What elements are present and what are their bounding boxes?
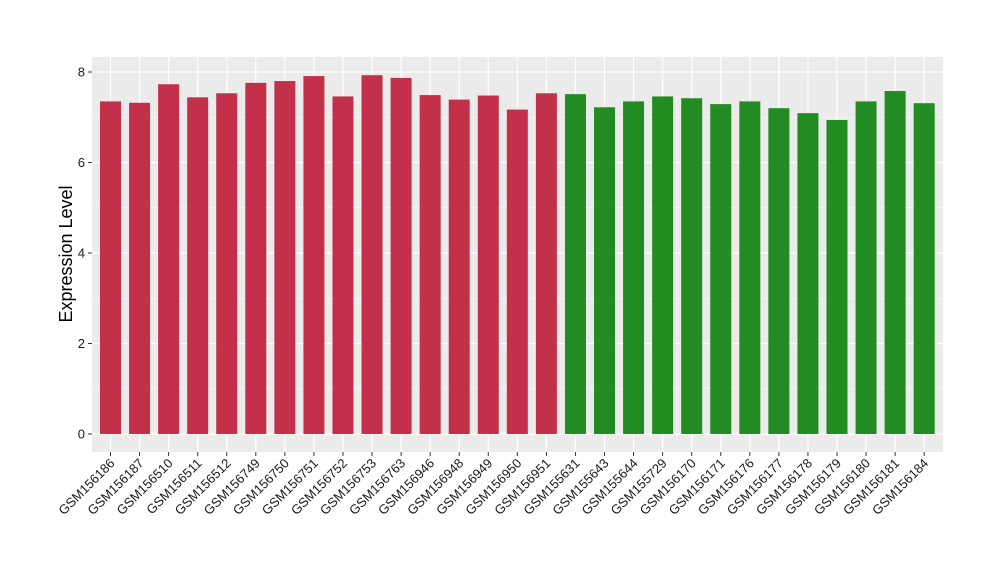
- bar-gsm156512: [216, 93, 238, 434]
- bar-gsm156510: [158, 84, 180, 434]
- bar-gsm156946: [419, 95, 441, 434]
- bars: [100, 75, 935, 435]
- bar-gsm156752: [332, 96, 354, 434]
- bar-gsm156749: [245, 82, 267, 435]
- bar-gsm156179: [826, 119, 848, 434]
- bar-gsm155644: [623, 101, 645, 434]
- bar-gsm156170: [681, 98, 703, 435]
- bar-gsm156181: [884, 91, 906, 434]
- bar-gsm156750: [274, 81, 296, 435]
- bar-gsm156180: [855, 101, 877, 434]
- bar-gsm156176: [739, 101, 761, 434]
- x-axis-ticks: GSM156186GSM156187GSM156510GSM156511GSM1…: [55, 452, 931, 518]
- bar-gsm156948: [448, 99, 470, 434]
- bar-gsm156177: [768, 108, 790, 434]
- bar-gsm156950: [506, 109, 528, 435]
- bar-gsm156187: [129, 102, 151, 435]
- y-axis-ticks: 0 2 4 6 8: [78, 65, 92, 442]
- bar-gsm156751: [303, 76, 325, 434]
- bar-gsm155643: [594, 107, 616, 435]
- y-axis-title: Expression Level: [56, 185, 76, 322]
- bar-gsm156171: [710, 104, 732, 434]
- bar-gsm156178: [797, 113, 819, 435]
- bar-gsm156951: [535, 93, 557, 434]
- bar-gsm155631: [564, 94, 586, 435]
- bar-gsm156753: [361, 75, 383, 434]
- bar-gsm156184: [913, 103, 935, 434]
- bar-gsm156763: [390, 77, 412, 434]
- y-tick-label: 0: [78, 427, 85, 442]
- y-tick-label: 2: [78, 336, 85, 351]
- bar-gsm156511: [187, 97, 209, 434]
- y-tick-label: 8: [78, 65, 85, 80]
- bar-gsm156949: [477, 95, 499, 434]
- y-tick-label: 6: [78, 155, 85, 170]
- bar-gsm155729: [652, 96, 674, 434]
- bar-gsm156186: [100, 101, 121, 434]
- y-tick-label: 4: [78, 246, 85, 261]
